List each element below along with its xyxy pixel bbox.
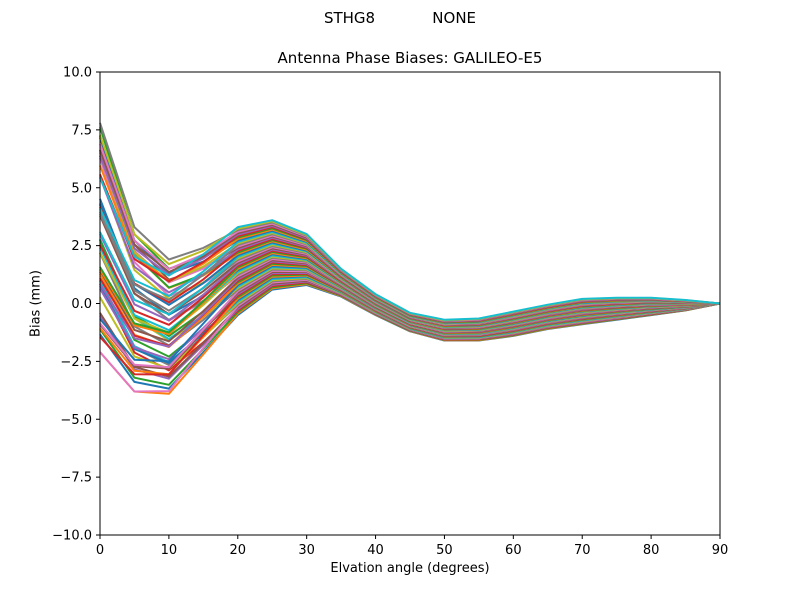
x-tick-label: 0 [96, 543, 104, 558]
y-tick-label: −5.0 [60, 413, 92, 428]
x-axis-label: Elvation angle (degrees) [330, 561, 490, 576]
x-tick-label: 40 [367, 543, 384, 558]
series-line [99, 134, 721, 322]
x-tick-label: 30 [298, 543, 315, 558]
x-tick-label: 20 [230, 543, 247, 558]
series-line [99, 126, 721, 324]
figure-suptitle: STHG8 NONE [323, 9, 477, 27]
series-line [99, 177, 721, 321]
x-tick-label: 10 [161, 543, 178, 558]
y-tick-label: 5.0 [71, 181, 92, 196]
x-tick-label: 80 [643, 543, 660, 558]
y-axis-ticks: 10.0 7.5 5.0 2.5 0.0 −2.5 −5.0 −7.5 −10.0 [52, 66, 100, 544]
y-tick-label: 0.0 [71, 297, 92, 312]
chart-title: Antenna Phase Biases: GALILEO-E5 [277, 49, 543, 67]
x-tick-label: 50 [436, 543, 453, 558]
y-tick-label: −10.0 [52, 529, 92, 544]
y-tick-label: −7.5 [60, 471, 92, 486]
y-tick-label: 7.5 [71, 123, 92, 138]
x-axis-ticks: 0 10 20 30 40 50 60 70 80 90 [96, 535, 728, 558]
y-tick-label: 2.5 [71, 239, 92, 254]
series-lines [99, 122, 721, 395]
x-tick-label: 60 [505, 543, 522, 558]
x-tick-label: 70 [574, 543, 591, 558]
y-tick-label: −2.5 [60, 355, 92, 370]
x-tick-label: 90 [712, 543, 729, 558]
y-axis-label: Bias (mm) [28, 270, 44, 337]
y-tick-label: 10.0 [63, 66, 92, 81]
